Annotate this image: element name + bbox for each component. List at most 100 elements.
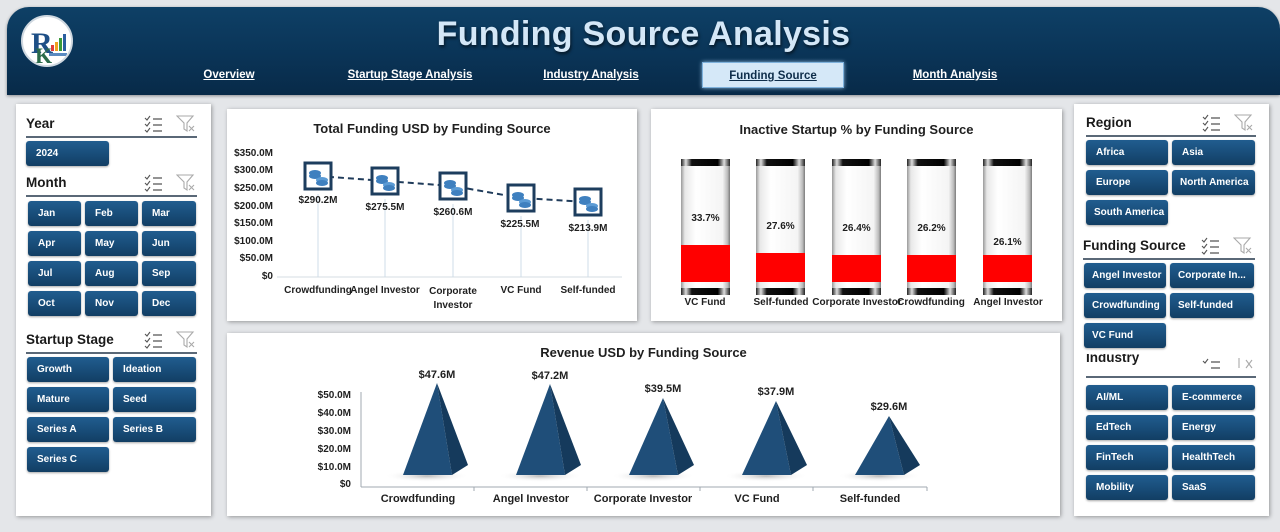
multi-select-icon[interactable] — [1201, 237, 1221, 255]
slicer-item-stage-series-c[interactable]: Series C — [27, 447, 109, 472]
slicer-item-funding-angel-investor[interactable]: Angel Investor — [1084, 263, 1166, 288]
funding-source-slicer-title: Funding Source — [1083, 238, 1186, 253]
nav-startup-stage-analysis[interactable]: Startup Stage Analysis — [347, 69, 473, 81]
x-category: Crowdfunding — [897, 297, 965, 308]
nav-bar: Overview Startup Stage Analysis Industry… — [7, 62, 1280, 88]
slicer-item-funding-self-funded[interactable]: Self-funded — [1170, 293, 1254, 318]
multi-select-icon[interactable] — [144, 174, 164, 192]
page-title: Funding Source Analysis — [436, 15, 851, 53]
y-tick: $100.0M — [234, 236, 273, 247]
slicer-item-year-2024[interactable]: 2024 — [26, 141, 109, 166]
data-label: 33.7% — [691, 213, 720, 224]
coins-icon — [303, 161, 333, 191]
x-category: Self-funded — [560, 285, 616, 296]
data-label: $39.5M — [644, 383, 682, 395]
multi-select-icon[interactable] — [144, 331, 164, 349]
slicer-item-industry-healthtech[interactable]: HealthTech — [1172, 445, 1255, 470]
slicer-item-month-dec[interactable]: Dec — [142, 291, 196, 316]
multi-select-icon[interactable] — [1202, 354, 1222, 370]
multi-select-icon[interactable] — [1202, 114, 1222, 132]
slicer-item-month-nov[interactable]: Nov — [85, 291, 138, 316]
slicer-item-funding-vc-fund[interactable]: VC Fund — [1084, 323, 1166, 348]
slicer-item-region-south-america[interactable]: South America — [1086, 200, 1168, 225]
data-label: 27.6% — [766, 221, 795, 232]
slicer-item-region-asia[interactable]: Asia — [1172, 140, 1255, 165]
chart-title: Revenue USD by Funding Source — [540, 345, 747, 360]
nav-funding-source[interactable]: Funding Source — [702, 62, 844, 88]
chart-title: Total Funding USD by Funding Source — [313, 121, 551, 136]
slicer-item-industry-saas[interactable]: SaaS — [1172, 475, 1255, 500]
slicer-item-industry-e-commerce[interactable]: E-commerce — [1172, 385, 1255, 410]
x-category: VC Fund — [734, 493, 780, 505]
x-category: Self-funded — [753, 297, 809, 308]
data-label: $37.9M — [757, 386, 795, 398]
inactive-startup-chart: Inactive Startup % by Funding Source — [651, 109, 1062, 321]
slicer-item-industry-ai-ml[interactable]: AI/ML — [1086, 385, 1168, 410]
slicer-item-industry-fintech[interactable]: FinTech — [1086, 445, 1168, 470]
slicer-item-stage-series-a[interactable]: Series A — [27, 417, 109, 442]
multi-select-icon[interactable] — [144, 115, 164, 133]
month-slicer-title: Month — [26, 175, 67, 190]
x-category: VC Fund — [500, 285, 542, 296]
data-label: $290.2M — [298, 195, 338, 206]
slicer-item-funding-crowdfunding[interactable]: Crowdfunding — [1084, 293, 1166, 318]
slicer-item-stage-seed[interactable]: Seed — [113, 387, 196, 412]
y-tick: $40.0M — [317, 408, 351, 419]
slicer-item-stage-mature[interactable]: Mature — [27, 387, 109, 412]
slicer-item-industry-edtech[interactable]: EdTech — [1086, 415, 1168, 440]
y-tick: $30.0M — [317, 426, 351, 437]
slicer-item-month-jun[interactable]: Jun — [142, 231, 196, 256]
clear-filter-icon[interactable] — [175, 331, 196, 349]
startup-stage-slicer-title: Startup Stage — [26, 332, 114, 347]
y-tick: $250.0M — [234, 183, 273, 194]
slicer-item-month-aug[interactable]: Aug — [85, 261, 138, 286]
y-tick: $20.0M — [317, 444, 351, 455]
slicer-item-month-mar[interactable]: Mar — [142, 201, 196, 226]
slicer-item-month-oct[interactable]: Oct — [28, 291, 81, 316]
funding-source-slicer-header: Funding Source — [1083, 234, 1261, 260]
clear-filter-icon[interactable] — [1236, 354, 1256, 370]
divider — [1083, 258, 1255, 260]
slicer-item-funding-corporate-investor[interactable]: Corporate In... — [1170, 263, 1254, 288]
data-label: $213.9M — [568, 223, 608, 234]
data-label: $225.5M — [500, 219, 540, 230]
slicer-item-month-jan[interactable]: Jan — [28, 201, 81, 226]
y-tick: $10.0M — [317, 462, 351, 473]
x-category: Corporate Investor — [593, 493, 693, 505]
slicer-item-month-jul[interactable]: Jul — [28, 261, 81, 286]
slicer-item-month-may[interactable]: May — [85, 231, 138, 256]
slicer-item-month-sep[interactable]: Sep — [142, 261, 196, 286]
y-tick: $350.0M — [234, 148, 273, 159]
line-plot — [277, 161, 622, 278]
x-category: VC Fund — [684, 297, 726, 308]
y-tick: $50.0M — [239, 253, 273, 264]
slicer-item-stage-ideation[interactable]: Ideation — [113, 357, 196, 382]
nav-industry-analysis[interactable]: Industry Analysis — [543, 69, 639, 81]
slicer-item-stage-series-b[interactable]: Series B — [113, 417, 196, 442]
y-tick: $50.0M — [317, 390, 351, 401]
x-category: Crowdfunding — [380, 493, 456, 505]
slicer-item-industry-energy[interactable]: Energy — [1172, 415, 1255, 440]
right-slicer-panel: Region Africa Asia Europe North America … — [1074, 104, 1269, 516]
divider — [1086, 135, 1256, 137]
clear-filter-icon[interactable] — [1233, 114, 1254, 132]
coins-icon — [438, 171, 468, 201]
chart-title: Inactive Startup % by Funding Source — [739, 122, 974, 137]
clear-filter-icon[interactable] — [175, 115, 196, 133]
industry-slicer-header: Industry — [1086, 354, 1261, 374]
slicer-item-region-north-america[interactable]: North America — [1172, 170, 1255, 195]
slicer-item-industry-mobility[interactable]: Mobility — [1086, 475, 1168, 500]
data-label: 26.1% — [993, 237, 1022, 248]
clear-filter-icon[interactable] — [1232, 237, 1253, 255]
data-label: $275.5M — [365, 202, 405, 213]
slicer-item-region-europe[interactable]: Europe — [1086, 170, 1168, 195]
slicer-item-stage-growth[interactable]: Growth — [27, 357, 109, 382]
slicer-item-month-apr[interactable]: Apr — [28, 231, 81, 256]
y-tick: $0 — [261, 271, 273, 282]
slicer-item-region-africa[interactable]: Africa — [1086, 140, 1168, 165]
clear-filter-icon[interactable] — [175, 174, 196, 192]
nav-overview[interactable]: Overview — [203, 69, 255, 81]
nav-month-analysis[interactable]: Month Analysis — [912, 69, 998, 81]
x-category: Self-funded — [839, 493, 901, 505]
slicer-item-month-feb[interactable]: Feb — [85, 201, 138, 226]
